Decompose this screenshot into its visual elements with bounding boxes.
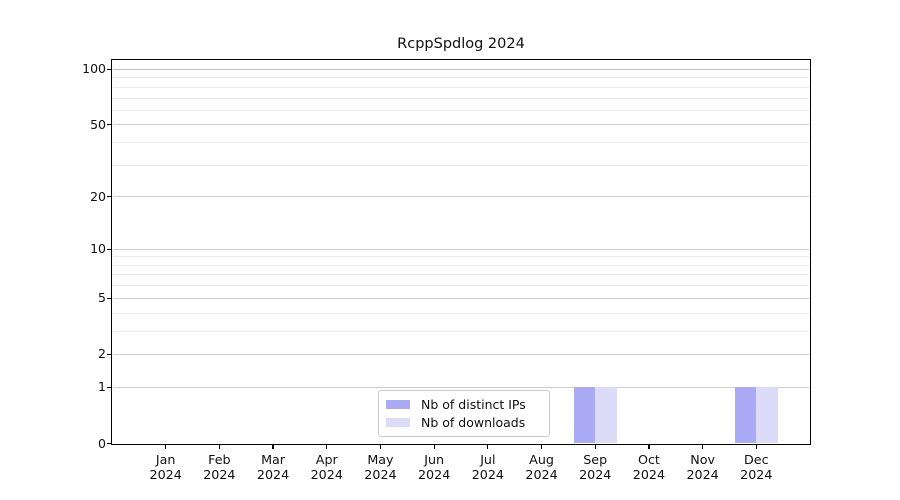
- x-tick-Jan: [165, 443, 167, 449]
- x-tick-Jul: [487, 443, 489, 449]
- x-tick-label-Sep: Sep 2024: [579, 451, 612, 483]
- chart-title: RcppSpdlog 2024: [397, 36, 525, 52]
- x-tick-label-Apr: Apr 2024: [310, 451, 343, 483]
- gridline-major-100: [113, 68, 809, 70]
- gridline-minor-7: [113, 274, 809, 276]
- x-tick-label-Jul: Jul 2024: [471, 451, 504, 483]
- x-tick-Sep: [594, 443, 596, 449]
- gridline-minor-40: [113, 142, 809, 144]
- bar-downloads-Sep: [595, 387, 617, 444]
- x-tick-Feb: [218, 443, 220, 449]
- gridline-major-50: [113, 124, 809, 126]
- gridline-minor-80: [113, 86, 809, 88]
- y-tick-label-0: 0: [98, 435, 106, 451]
- y-tick-100: [107, 68, 112, 71]
- x-tick-Dec: [755, 443, 757, 449]
- x-tick-Aug: [540, 443, 543, 449]
- x-tick-May: [379, 443, 382, 449]
- x-tick-label-Oct: Oct 2024: [632, 451, 666, 483]
- x-tick-Oct: [648, 443, 650, 449]
- gridline-major-1: [113, 386, 809, 388]
- gridline-major-20: [113, 196, 809, 198]
- gridline-minor-9: [113, 256, 809, 258]
- y-tick-2: [107, 353, 112, 356]
- gridline-major-2: [113, 353, 809, 355]
- y-tick-50: [107, 124, 112, 126]
- gridline-minor-90: [113, 77, 809, 79]
- x-tick-label-Jun: Jun 2024: [417, 451, 451, 483]
- x-tick-label-Mar: Mar 2024: [256, 451, 290, 483]
- legend-swatch-distinct-ips: [386, 399, 410, 409]
- y-tick-10: [107, 248, 112, 250]
- x-tick-label-Feb: Feb 2024: [203, 451, 236, 483]
- y-tick-1: [107, 386, 112, 388]
- y-tick-5: [107, 297, 112, 299]
- legend-item-downloads: Nb of downloads: [386, 415, 541, 430]
- x-tick-label-Nov: Nov 2024: [686, 451, 719, 483]
- gridline-minor-60: [113, 109, 809, 111]
- y-tick-label-50: 50: [90, 116, 106, 132]
- x-tick-Apr: [326, 443, 328, 449]
- gridline-minor-6: [113, 285, 809, 287]
- x-tick-Nov: [702, 443, 704, 449]
- y-tick-label-2: 2: [98, 346, 106, 362]
- gridline-minor-30: [113, 164, 809, 166]
- x-tick-label-Dec: Dec 2024: [740, 451, 773, 483]
- gridline-minor-70: [113, 97, 809, 99]
- bar-distinct-ips-Sep: [573, 387, 596, 444]
- x-tick-label-Aug: Aug 2024: [525, 451, 558, 483]
- y-tick-label-10: 10: [90, 241, 106, 257]
- x-tick-Jun: [433, 443, 435, 449]
- legend-item-distinct-ips: Nb of distinct IPs: [386, 397, 541, 412]
- x-tick-label-May: May 2024: [364, 451, 397, 483]
- bar-downloads-Dec: [756, 387, 778, 444]
- legend: Nb of distinct IPs Nb of downloads: [378, 390, 550, 437]
- gridline-minor-3: [113, 330, 809, 332]
- y-tick-20: [107, 196, 112, 198]
- y-tick-label-5: 5: [98, 290, 106, 306]
- x-tick-Mar: [272, 443, 274, 449]
- y-tick-0: [107, 442, 112, 445]
- legend-label-distinct-ips: Nb of distinct IPs: [421, 396, 526, 412]
- y-tick-label-20: 20: [90, 188, 106, 204]
- legend-swatch-downloads: [386, 418, 410, 428]
- y-tick-label-100: 100: [82, 61, 106, 77]
- gridline-minor-4: [113, 312, 809, 314]
- bar-distinct-ips-Dec: [734, 387, 757, 444]
- legend-label-downloads: Nb of downloads: [421, 415, 526, 431]
- gridline-minor-8: [113, 264, 809, 266]
- x-tick-label-Jan: Jan 2024: [149, 451, 182, 483]
- gridline-major-5: [113, 297, 809, 299]
- gridline-major-10: [113, 248, 809, 250]
- y-tick-label-1: 1: [98, 379, 106, 395]
